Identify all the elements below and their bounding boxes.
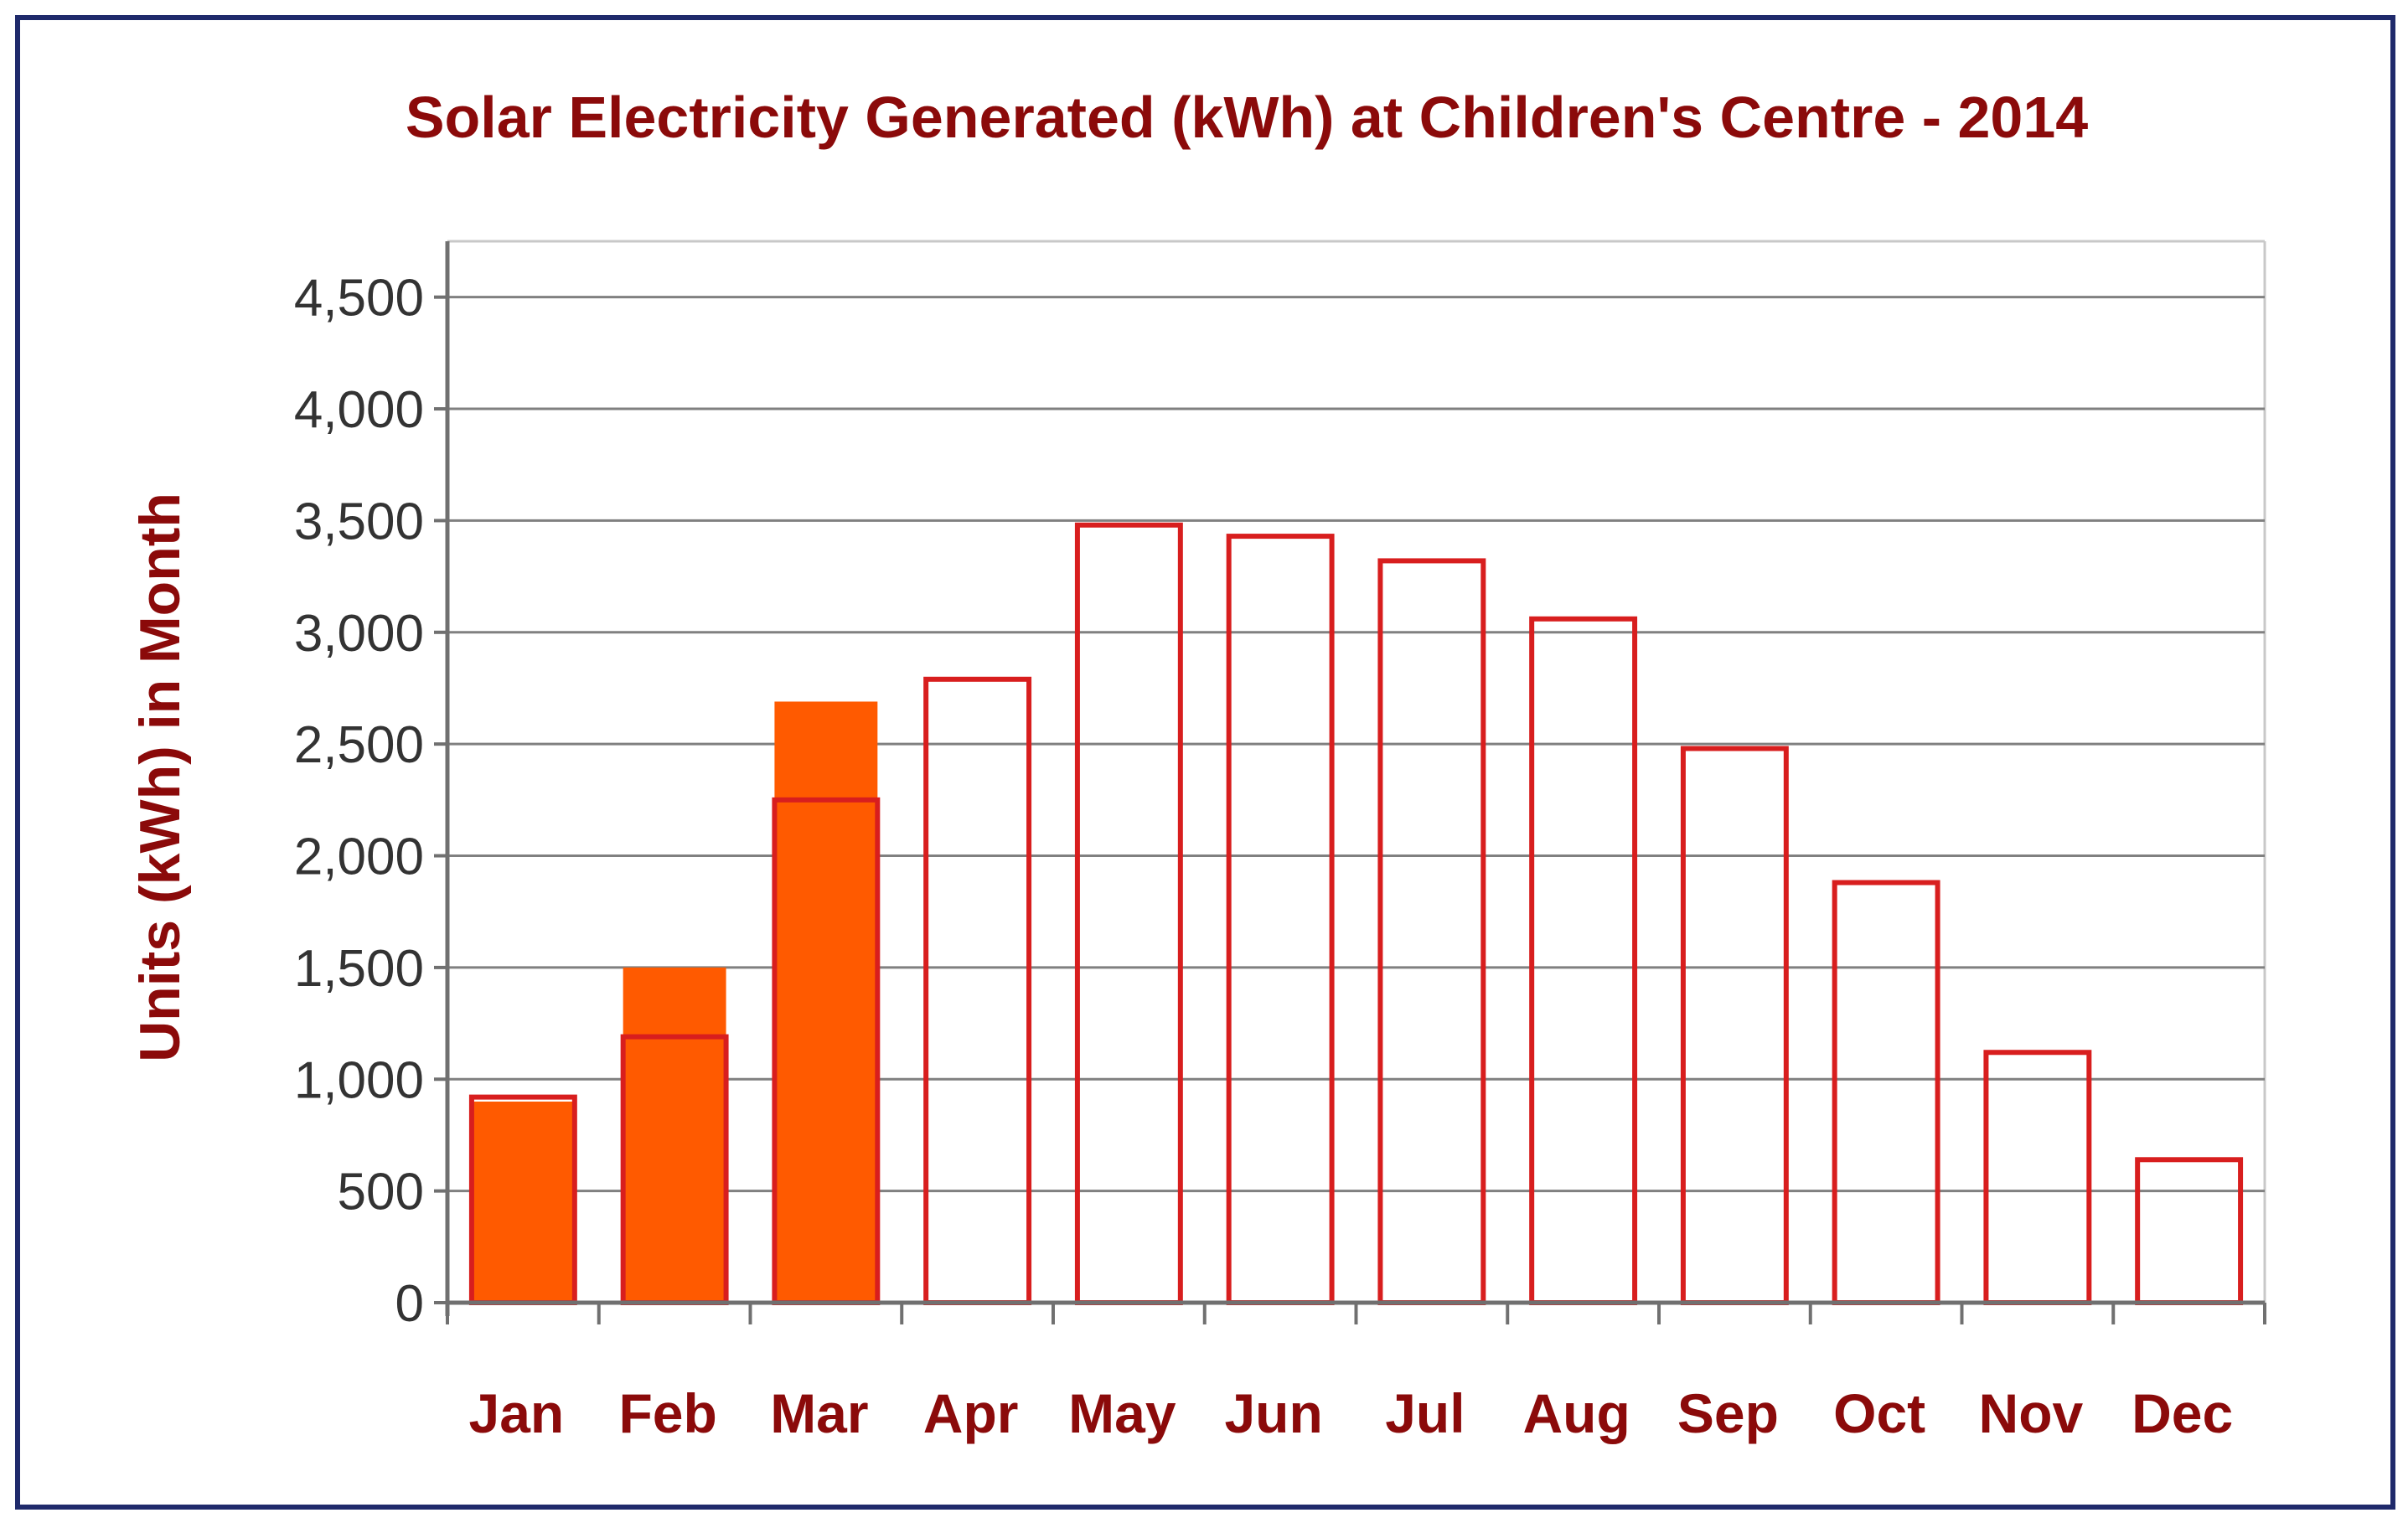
- y-tick-label-4000: 4,000: [294, 381, 424, 439]
- bar-expected-jun: [1226, 534, 1335, 1305]
- bar-expected-dec: [2135, 1157, 2244, 1306]
- bar-generated-feb: [623, 967, 726, 1303]
- x-tick-label-feb: Feb: [618, 1382, 716, 1444]
- x-tick-label-dec: Dec: [2132, 1382, 2233, 1444]
- gridlines: [447, 240, 2266, 1303]
- x-tick-label-sep: Sep: [1677, 1382, 1779, 1444]
- y-tick-label-1000: 1,000: [294, 1051, 424, 1109]
- x-tick-label-nov: Nov: [1979, 1382, 2084, 1444]
- bar-expected-aug: [1529, 616, 1638, 1305]
- x-tick-label-jul: Jul: [1385, 1382, 1465, 1444]
- bar-generated-jan: [471, 1101, 575, 1303]
- bar-expected-oct: [1832, 880, 1940, 1306]
- chart-title: Solar Electricity Generated (kWh) at Chi…: [406, 85, 2088, 150]
- bar-expected-sep: [1680, 746, 1789, 1305]
- axes: [434, 241, 2266, 1324]
- y-tick-label-3500: 3,500: [294, 493, 424, 550]
- y-tick-label-2000: 2,000: [294, 829, 424, 886]
- bar-expected-may: [1074, 522, 1183, 1305]
- y-tick-labels: 0 500 1,000 1,500 2,000 2,500 3,000 3,500 4,000 4…: [294, 270, 424, 1333]
- chart-frame: [15, 15, 2395, 1510]
- y-tick-label-2500: 2,500: [294, 716, 424, 774]
- bar-generated-mar: [774, 701, 878, 1303]
- x-tick-label-mar: Mar: [770, 1382, 868, 1444]
- bar-expected-nov: [1983, 1050, 2092, 1306]
- y-tick-label-3000: 3,000: [294, 605, 424, 663]
- x-tick-labels: Jan Feb Mar Apr May Jun Jul Aug Sep Oct Nov Dec: [469, 1382, 2234, 1444]
- y-tick-label-1500: 1,500: [294, 940, 424, 998]
- x-tick-label-jun: Jun: [1224, 1382, 1322, 1444]
- bar-expected-apr: [923, 676, 1032, 1305]
- x-tick-label-oct: Oct: [1833, 1382, 1925, 1444]
- y-tick-label-4500: 4,500: [294, 270, 424, 328]
- bars: [468, 522, 2244, 1306]
- x-tick-label-apr: Apr: [923, 1382, 1019, 1444]
- y-tick-label-0: 0: [395, 1275, 424, 1333]
- x-tick-label-may: May: [1068, 1382, 1176, 1444]
- y-axis-label: Units (kWh) in Month: [128, 493, 192, 1062]
- y-tick-label-500: 500: [338, 1164, 424, 1221]
- x-tick-label-aug: Aug: [1522, 1382, 1630, 1444]
- x-tick-label-jan: Jan: [469, 1382, 565, 1444]
